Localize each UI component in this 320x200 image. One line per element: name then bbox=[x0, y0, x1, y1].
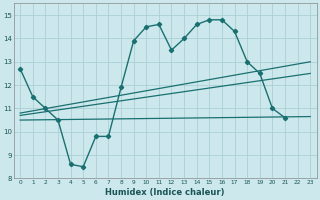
X-axis label: Humidex (Indice chaleur): Humidex (Indice chaleur) bbox=[106, 188, 225, 197]
